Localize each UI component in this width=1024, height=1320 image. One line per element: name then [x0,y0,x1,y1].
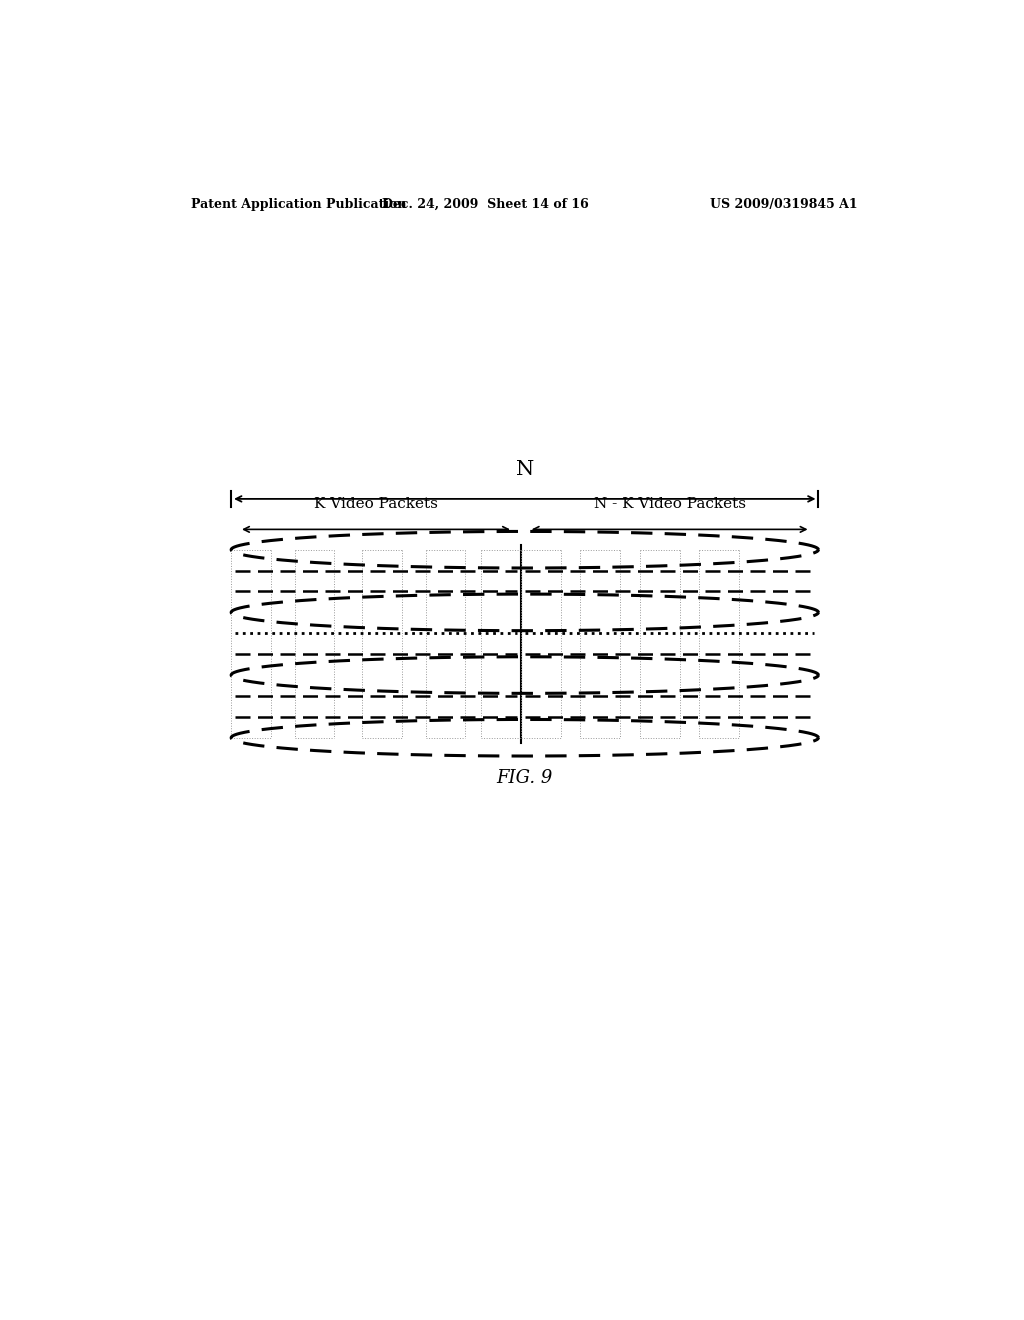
Text: FIG. 9: FIG. 9 [497,770,553,788]
Text: Dec. 24, 2009  Sheet 14 of 16: Dec. 24, 2009 Sheet 14 of 16 [382,198,589,211]
Text: N - K Video Packets: N - K Video Packets [594,498,745,511]
Text: Patent Application Publication: Patent Application Publication [191,198,407,211]
Text: N: N [516,459,534,479]
Text: US 2009/0319845 A1: US 2009/0319845 A1 [711,198,858,211]
Text: K Video Packets: K Video Packets [314,498,438,511]
